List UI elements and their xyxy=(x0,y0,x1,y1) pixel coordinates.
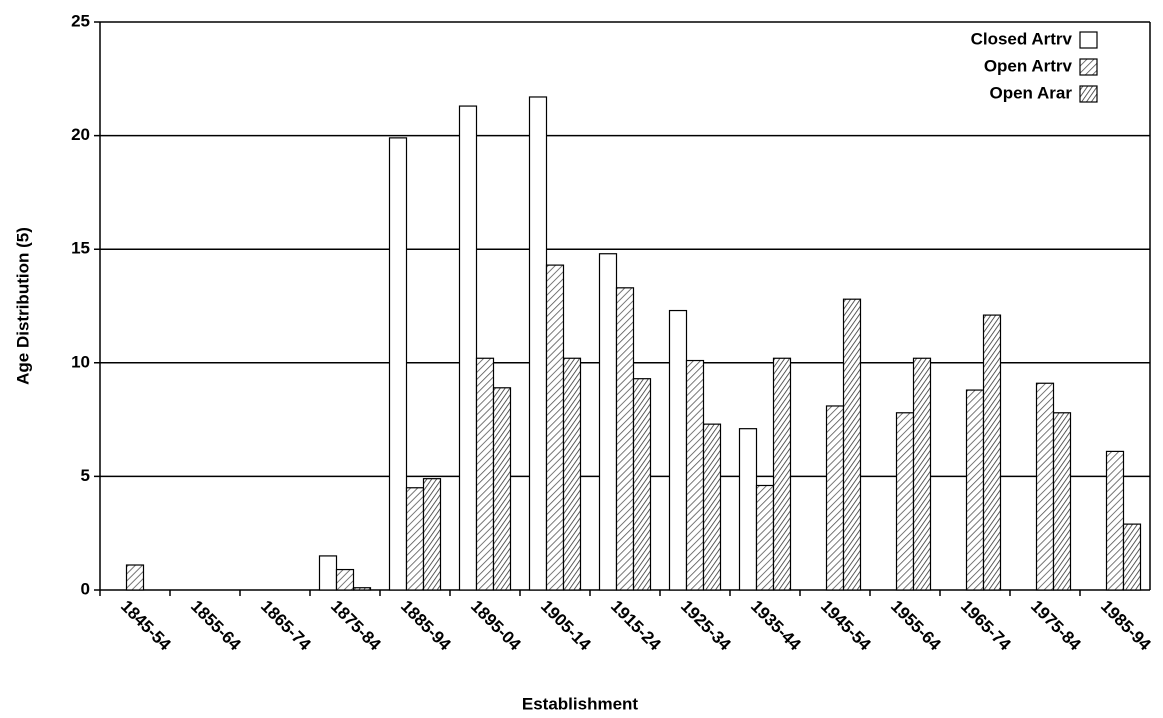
legend-label: Open Arar xyxy=(989,83,1072,102)
y-tick-label: 10 xyxy=(71,352,90,371)
x-tick-label: 1935-44 xyxy=(747,597,805,655)
bar xyxy=(982,314,1002,591)
x-tick-label: 1965-74 xyxy=(957,597,1015,655)
bar xyxy=(545,264,565,591)
bar xyxy=(422,478,442,591)
x-tick-label: 1975-84 xyxy=(1027,597,1085,655)
x-tick-label: 1905-14 xyxy=(537,597,595,655)
y-tick-label: 20 xyxy=(71,125,90,144)
bar xyxy=(668,309,688,591)
bar xyxy=(842,298,862,591)
bar xyxy=(528,96,548,591)
bar xyxy=(492,387,512,591)
bar xyxy=(912,357,932,591)
bar xyxy=(702,423,722,591)
bar xyxy=(1122,523,1142,591)
bar xyxy=(458,105,478,591)
legend-label: Closed Artrv xyxy=(971,29,1073,48)
bar xyxy=(615,287,635,591)
y-tick-label: 15 xyxy=(71,239,90,258)
x-tick-label: 1855-64 xyxy=(187,597,245,655)
x-tick-label: 1845-54 xyxy=(117,597,175,655)
bar xyxy=(335,568,355,591)
bar xyxy=(772,357,792,591)
bar xyxy=(965,389,985,591)
bar xyxy=(475,357,495,591)
bar xyxy=(685,359,705,591)
x-tick-label: 1945-54 xyxy=(817,597,875,655)
legend-swatch xyxy=(1079,31,1098,49)
bar xyxy=(895,412,915,591)
x-tick-label: 1895-04 xyxy=(467,597,525,655)
bar xyxy=(632,378,652,591)
legend-label: Open Artrv xyxy=(984,56,1073,75)
bar xyxy=(738,428,758,591)
bar xyxy=(562,357,582,591)
bar xyxy=(755,484,775,591)
bar xyxy=(825,405,845,591)
x-tick-label: 1865-74 xyxy=(257,597,315,655)
x-tick-label: 1915-24 xyxy=(607,597,665,655)
bar xyxy=(388,137,408,591)
legend-swatch xyxy=(1079,58,1098,76)
bar xyxy=(1052,412,1072,591)
bar xyxy=(1105,450,1125,591)
bar xyxy=(598,253,618,591)
bar xyxy=(405,487,425,591)
x-tick-label: 1885-94 xyxy=(397,597,455,655)
bar xyxy=(318,555,338,591)
y-tick-label: 25 xyxy=(71,11,90,30)
x-tick-label: 1925-34 xyxy=(677,597,735,655)
x-tick-label: 1985-94 xyxy=(1097,597,1155,655)
bar xyxy=(352,587,372,591)
y-tick-label: 5 xyxy=(81,466,90,485)
x-tick-label: 1955-64 xyxy=(887,597,945,655)
y-tick-label: 0 xyxy=(81,579,90,598)
x-tick-label: 1875-84 xyxy=(327,597,385,655)
bar xyxy=(125,564,145,591)
legend-swatch xyxy=(1079,85,1098,103)
y-axis-title: Age Distribution (5) xyxy=(13,227,32,385)
x-axis-title: Establishment xyxy=(522,694,639,713)
bar xyxy=(1035,382,1055,591)
